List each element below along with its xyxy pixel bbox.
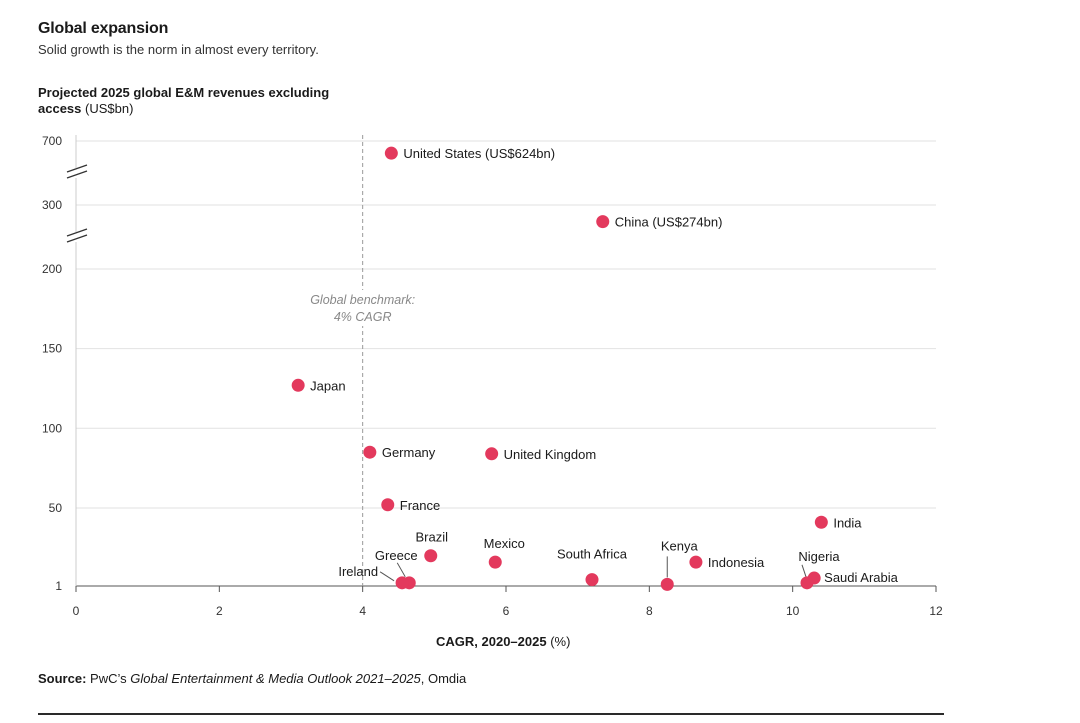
data-point-label: South Africa — [557, 547, 628, 562]
x-axis-label-main: CAGR, 2020–2025 — [436, 634, 547, 649]
data-point-label: Indonesia — [708, 555, 765, 570]
data-point-label: China (US$274bn) — [615, 215, 723, 230]
y-tick-label: 100 — [42, 421, 62, 435]
label-leader-line — [801, 564, 807, 577]
data-point — [800, 576, 814, 590]
data-point — [395, 576, 409, 590]
data-point — [660, 577, 674, 591]
data-point-label: United Kingdom — [504, 447, 596, 462]
data-point — [424, 549, 438, 563]
data-point — [363, 445, 377, 459]
y-tick-label: 150 — [42, 342, 62, 356]
data-point — [384, 146, 398, 160]
axis-break-gap — [66, 232, 88, 242]
y-tick-label: 1 — [55, 579, 62, 593]
y-tick-label: 50 — [49, 501, 63, 515]
axis-break-mark — [66, 164, 88, 173]
data-point-label: Brazil — [415, 530, 448, 545]
data-point-label: Greece — [375, 548, 418, 563]
source-text-2: , Omdia — [420, 671, 467, 686]
y-axis-label-main: Projected 2025 global E&M revenues exclu… — [38, 85, 330, 116]
data-point-label: United States (US$624bn) — [403, 146, 555, 161]
benchmark-label-line2: 4% CAGR — [334, 310, 392, 324]
axis-break-mark — [66, 170, 88, 179]
data-point — [585, 573, 599, 587]
data-point-label: Kenya — [661, 538, 699, 553]
data-point-label: Japan — [310, 378, 345, 393]
axis-break-mark — [66, 228, 88, 237]
chart-subtitle: Solid growth is the norm in almost every… — [38, 42, 319, 57]
label-leader-line — [396, 562, 406, 578]
x-tick-label: 8 — [646, 604, 653, 618]
data-point-label: Germany — [382, 445, 436, 460]
chart-title: Global expansion — [38, 20, 169, 37]
data-point — [291, 378, 305, 392]
x-tick-label: 2 — [216, 604, 223, 618]
y-tick-label: 200 — [42, 262, 62, 276]
label-leader-line — [379, 571, 395, 582]
x-tick-label: 10 — [786, 604, 800, 618]
data-point — [488, 555, 502, 569]
data-point — [814, 515, 828, 529]
x-axis-label-unit: (%) — [550, 634, 571, 649]
data-point-label: France — [400, 498, 440, 513]
x-axis-label: CAGR, 2020–2025 (%) — [436, 634, 570, 649]
y-axis-label-unit: (US$bn) — [85, 101, 134, 116]
source-prefix: Source: — [38, 671, 87, 686]
data-point-label: India — [833, 515, 862, 530]
x-tick-label: 0 — [73, 604, 80, 618]
benchmark-label-bg — [294, 290, 431, 326]
bottom-rule — [38, 713, 944, 715]
axis-break-mark — [66, 234, 88, 243]
benchmark-label-line1: Global benchmark: — [310, 293, 415, 307]
data-point — [596, 215, 610, 229]
data-point — [689, 555, 703, 569]
data-point-label: Mexico — [484, 536, 525, 551]
source-text-1: PwC’s — [86, 671, 131, 686]
x-tick-label: 4 — [359, 604, 366, 618]
x-tick-label: 12 — [929, 604, 943, 618]
data-point — [485, 447, 499, 461]
y-tick-label: 700 — [42, 134, 62, 148]
data-point — [381, 498, 395, 512]
data-point-label: Nigeria — [798, 549, 840, 564]
x-tick-label: 6 — [503, 604, 510, 618]
y-axis-label: Projected 2025 global E&M revenues exclu… — [38, 85, 338, 117]
data-point-label: Saudi Arabia — [824, 570, 898, 585]
data-point-label: Ireland — [338, 564, 378, 579]
source-publication: Global Entertainment & Media Outlook 202… — [130, 671, 421, 686]
y-tick-label: 300 — [42, 198, 62, 212]
source-note: Source: PwC’s Global Entertainment & Med… — [38, 671, 466, 686]
axis-break-gap — [66, 168, 88, 178]
